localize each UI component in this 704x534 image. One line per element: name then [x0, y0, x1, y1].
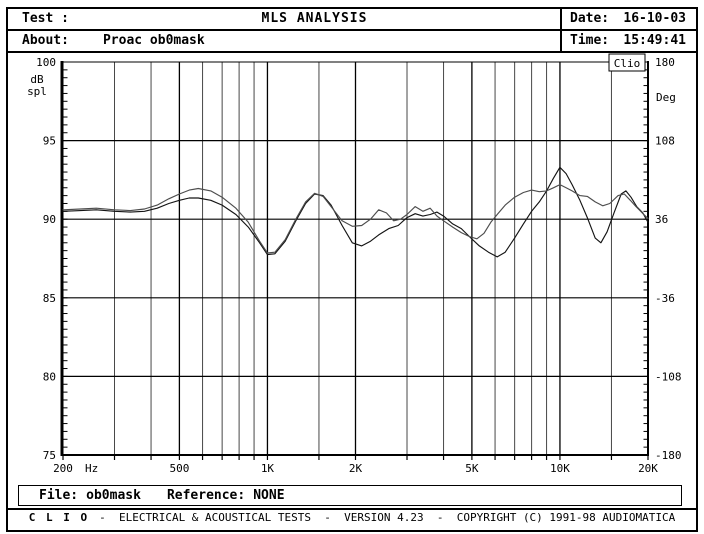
- footer-text: - ELECTRICAL & ACOUSTICAL TESTS - VERSIO…: [99, 511, 676, 524]
- time-value: 15:49:41: [623, 33, 686, 48]
- y-left-tick-label: 75: [43, 449, 56, 462]
- y-right-tick-label: -180: [655, 449, 682, 462]
- y-left-tick-label: 100: [36, 56, 56, 69]
- y-left-tick-label: 80: [43, 370, 56, 383]
- response-smooth-curve: [62, 184, 649, 254]
- y-right-tick-label: 180: [655, 56, 675, 69]
- x-axis-label: Hz: [85, 462, 98, 475]
- x-tick-label: 500: [169, 462, 189, 475]
- time-row: Time: 15:49:41: [562, 31, 696, 51]
- file-value: ob0mask: [86, 488, 141, 503]
- footer: C L I O - ELECTRICAL & ACOUSTICAL TESTS …: [8, 508, 696, 525]
- time-label: Time:: [570, 33, 610, 48]
- window-frame: Test : MLS ANALYSIS About: Proac ob0mask…: [6, 7, 698, 532]
- x-tick-label: 20K: [638, 462, 658, 475]
- header-main: Test : MLS ANALYSIS About: Proac ob0mask: [8, 9, 562, 51]
- y-left-tick-label: 90: [43, 213, 56, 226]
- page-title: MLS ANALYSIS: [261, 11, 368, 26]
- y-left-axis-label: spl: [27, 85, 47, 98]
- file-label: File:: [39, 488, 79, 503]
- header-row-about: About: Proac ob0mask: [8, 31, 560, 51]
- about-value: Proac ob0mask: [102, 33, 205, 48]
- header-row-test: Test : MLS ANALYSIS: [8, 9, 560, 31]
- x-tick-label: 1K: [261, 462, 275, 475]
- chart-area: 100 95 90 85 80 75 dB spl 180 108 36 -36 -108 -180 Deg…: [8, 53, 696, 508]
- footer-brand: C L I O: [28, 511, 90, 524]
- x-tick-label: 2K: [349, 462, 363, 475]
- y-left-axis-label: dB: [30, 73, 44, 86]
- header-datetime: Date: 16-10-03 Time: 15:49:41: [562, 9, 696, 51]
- clio-badge-label: Clio: [614, 57, 641, 70]
- y-left-tick-label: 85: [43, 292, 56, 305]
- test-label: Test :: [22, 11, 69, 26]
- y-right-tick-label: -36: [655, 292, 675, 305]
- clio-badge-box: [608, 53, 646, 72]
- x-tick-label: 200: [53, 462, 73, 475]
- date-label: Date:: [570, 11, 610, 26]
- reference-value: NONE: [253, 488, 285, 503]
- response-sharp-curve: [62, 166, 649, 258]
- y-left-tick-label: 95: [43, 135, 56, 148]
- y-right-axis-label: Deg: [656, 91, 676, 104]
- y-right-tick-label: -108: [655, 370, 682, 383]
- about-label: About:: [22, 33, 69, 48]
- y-right-tick-label: 36: [655, 213, 668, 226]
- header: Test : MLS ANALYSIS About: Proac ob0mask…: [8, 9, 696, 53]
- x-tick-label: 10K: [550, 462, 570, 475]
- x-tick-label: 5K: [465, 462, 479, 475]
- y-right-tick-label: 108: [655, 135, 675, 148]
- reference-label: Reference:: [166, 488, 246, 503]
- date-value: 16-10-03: [623, 11, 686, 26]
- file-bar: File: ob0mask Reference: NONE: [18, 485, 682, 506]
- date-row: Date: 16-10-03: [562, 9, 696, 31]
